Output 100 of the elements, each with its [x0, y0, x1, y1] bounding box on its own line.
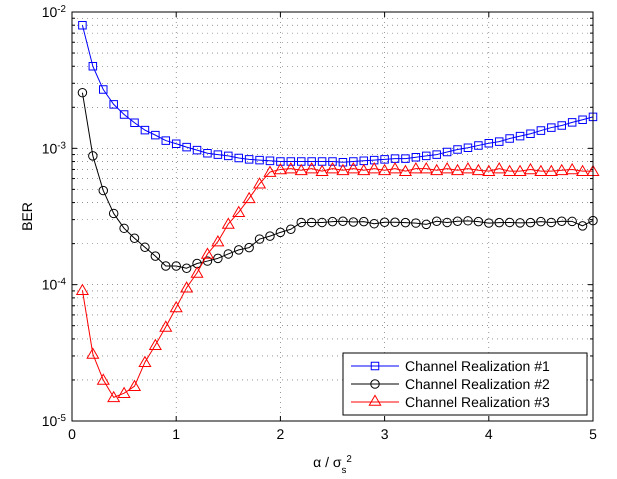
point	[422, 220, 432, 230]
point	[432, 216, 442, 226]
point	[244, 155, 254, 164]
x-tick-label: 2	[276, 426, 284, 442]
point	[160, 320, 172, 332]
point	[348, 217, 358, 227]
x-tick-label: 4	[484, 426, 493, 442]
point	[118, 387, 130, 398]
point	[213, 254, 223, 264]
point	[264, 166, 276, 177]
legend-label: Channel Realization #3	[405, 394, 550, 410]
point	[266, 156, 274, 166]
point	[108, 208, 118, 218]
point	[128, 380, 141, 391]
point	[202, 256, 212, 266]
point	[534, 165, 548, 176]
point	[536, 216, 546, 226]
point	[286, 224, 296, 234]
point	[547, 123, 556, 132]
point	[442, 148, 452, 156]
point	[307, 157, 316, 166]
y-tick-label: 10$^{-3}$	[42, 140, 67, 156]
point	[347, 162, 360, 174]
point	[295, 164, 308, 176]
point	[588, 112, 598, 122]
x-tick-label: 3	[380, 426, 389, 442]
point	[180, 282, 193, 292]
point	[503, 165, 516, 176]
point	[192, 258, 202, 268]
point	[254, 234, 264, 244]
point	[432, 150, 441, 159]
point	[412, 153, 420, 162]
point	[234, 245, 244, 255]
point	[151, 130, 160, 140]
point	[557, 121, 566, 130]
point	[171, 261, 181, 271]
point	[138, 356, 152, 367]
legend-label: Channel Realization #1	[405, 358, 550, 374]
point	[493, 162, 506, 174]
point	[265, 231, 275, 241]
point	[462, 162, 474, 174]
point	[536, 126, 546, 135]
point	[411, 218, 421, 228]
point	[78, 20, 87, 30]
point	[568, 118, 576, 127]
point	[182, 142, 191, 152]
point	[328, 216, 338, 226]
point	[305, 162, 318, 174]
point	[567, 216, 577, 226]
point	[338, 158, 348, 167]
x-tick-label: 5	[589, 426, 598, 442]
point	[109, 100, 118, 109]
point	[244, 242, 254, 252]
point	[88, 62, 98, 71]
point	[98, 186, 108, 196]
point	[588, 216, 598, 226]
point	[516, 132, 524, 140]
point	[88, 151, 98, 161]
point	[422, 152, 431, 160]
point	[212, 235, 224, 246]
point	[359, 216, 368, 226]
point	[474, 141, 483, 150]
point	[242, 192, 256, 204]
point	[440, 162, 454, 174]
point	[390, 218, 400, 227]
point	[172, 140, 180, 148]
point	[557, 216, 566, 226]
point	[284, 162, 298, 174]
point	[140, 242, 150, 252]
point	[107, 391, 120, 402]
point	[515, 218, 525, 228]
point	[161, 261, 171, 271]
point	[463, 216, 473, 226]
point	[484, 218, 494, 228]
point	[494, 137, 504, 146]
x-tick-label: 0	[68, 426, 76, 442]
point	[192, 146, 202, 154]
point	[224, 152, 233, 160]
legend-label: Channel Realization #2	[405, 376, 550, 392]
point	[442, 218, 452, 228]
point	[316, 165, 328, 176]
point	[274, 163, 287, 174]
point	[232, 206, 245, 218]
point	[578, 116, 587, 124]
point	[234, 154, 243, 162]
point	[401, 154, 410, 163]
point	[162, 136, 170, 145]
point	[255, 156, 264, 164]
point	[524, 163, 537, 174]
point	[336, 164, 350, 176]
point	[526, 129, 535, 138]
point	[276, 157, 285, 166]
point	[349, 157, 358, 166]
y-tick-label: 10$^{-4}$	[42, 276, 67, 293]
point	[120, 110, 128, 119]
point	[190, 266, 204, 278]
point	[119, 224, 129, 234]
point	[388, 162, 402, 174]
point	[369, 218, 379, 228]
point	[358, 164, 370, 176]
